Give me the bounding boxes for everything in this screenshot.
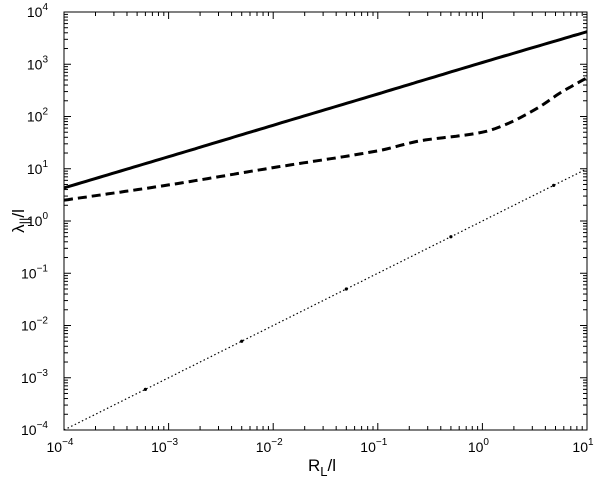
x-tick-label: 10−4 xyxy=(47,437,74,455)
y-tick-label: 10−1 xyxy=(21,263,48,281)
dotted-marker xyxy=(240,339,244,343)
x-tick-label: 101 xyxy=(572,437,594,455)
plot-frame xyxy=(63,11,588,431)
x-axis-label: RL/l xyxy=(308,456,336,479)
y-axis-label: λ||/l xyxy=(9,209,32,233)
y-tick-label: 101 xyxy=(27,159,49,177)
y-tick-label: 10−4 xyxy=(21,420,48,438)
axis-ticks xyxy=(63,12,587,431)
x-tick-label: 10−1 xyxy=(360,437,387,455)
y-tick-label: 10−3 xyxy=(21,368,48,386)
series-solid-line xyxy=(63,30,588,190)
dotted-marker xyxy=(552,183,556,188)
dotted-marker xyxy=(344,287,348,291)
y-tick-label: 103 xyxy=(27,54,49,72)
y-tick-label: 100 xyxy=(27,211,49,229)
series-layer xyxy=(63,30,588,431)
y-tick-label: 102 xyxy=(27,107,49,125)
series-dotted-line xyxy=(63,168,588,431)
dotted-marker xyxy=(449,235,453,239)
x-tick-label: 100 xyxy=(468,437,490,455)
x-tick-label: 10−2 xyxy=(256,437,283,455)
y-tick-label: 10−2 xyxy=(21,316,48,334)
tick-labels: 10−4 10−3 10−2 10−1 100 101 10−4 10−3 10−2 10−1 10… xyxy=(21,2,594,455)
dotted-marker xyxy=(143,387,147,391)
y-tick-label: 104 xyxy=(27,2,49,20)
series-dashed-line xyxy=(63,76,588,202)
x-tick-label: 10−3 xyxy=(151,437,178,455)
